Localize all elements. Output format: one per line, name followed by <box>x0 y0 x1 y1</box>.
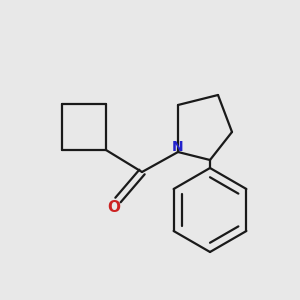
Text: O: O <box>107 200 121 214</box>
Text: N: N <box>172 140 184 154</box>
